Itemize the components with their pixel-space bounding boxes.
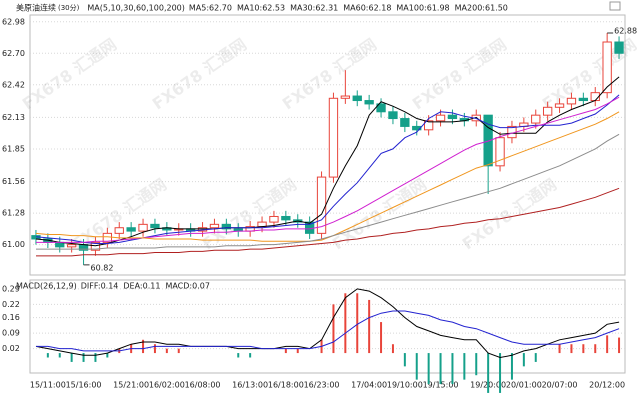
x-tick-label: 16/23:00 xyxy=(304,381,340,390)
candle-body xyxy=(328,97,339,178)
candle-body xyxy=(566,97,577,105)
candle-body xyxy=(614,41,624,54)
x-tick-label: 19/10:00 xyxy=(387,381,423,390)
x-tick-label: 15/11:00 xyxy=(30,381,66,390)
candle-body xyxy=(531,114,541,124)
candle-body xyxy=(340,95,351,99)
y-tick-label: 0.16 xyxy=(2,313,20,322)
legend-entry: MA60:62.18 xyxy=(343,4,391,13)
y-tick-label: 0.22 xyxy=(2,300,20,309)
x-tick-label: 16/13:00 xyxy=(232,381,268,390)
y-tick-label: 0.02 xyxy=(2,344,20,353)
legend-entry: DIFF:0.14 xyxy=(81,282,119,291)
candle-body xyxy=(400,118,410,127)
y-tick-label: 62.13 xyxy=(2,113,25,122)
candle-body xyxy=(364,100,374,105)
main-frame xyxy=(29,14,626,276)
legend-entry: MACD:0.07 xyxy=(165,282,210,291)
y-tick-label: 62.70 xyxy=(2,49,25,58)
x-tick-label: 16/02:00 xyxy=(149,381,185,390)
candle-body xyxy=(495,137,505,167)
candle-body xyxy=(352,95,362,102)
macd-line xyxy=(36,310,620,352)
candle-body xyxy=(209,223,220,229)
ma-line xyxy=(36,133,620,250)
macd-frame xyxy=(29,279,626,374)
candle-body xyxy=(388,111,398,120)
candle-body xyxy=(602,41,612,94)
candle-body xyxy=(542,106,553,116)
candle-body xyxy=(138,223,148,232)
chart-subtitle: (30分) xyxy=(58,3,80,12)
candle-body xyxy=(90,241,101,251)
candle-body xyxy=(483,114,493,167)
ma-line xyxy=(35,76,620,247)
x-tick-label: 20/12:00 xyxy=(589,381,625,390)
candle-body xyxy=(269,215,279,223)
x-tick-label: 15/16:00 xyxy=(66,381,102,390)
candle-body xyxy=(126,227,136,232)
candle-body xyxy=(66,244,77,248)
candle-body xyxy=(102,232,113,243)
candle-body xyxy=(281,215,291,221)
y-tick-label: 62.42 xyxy=(2,80,25,89)
x-tick-label: 20/07:00 xyxy=(542,381,578,390)
ma-line xyxy=(36,96,620,243)
legend-entry: MA30:62.31 xyxy=(290,4,338,13)
indicator: MA(5,10,30,60,100,200) xyxy=(87,4,185,13)
y-tick-label: 0.29 xyxy=(2,284,20,293)
y-tick-label: 61.56 xyxy=(2,177,25,186)
x-tick-label: 15/21:00 xyxy=(113,381,149,390)
y-tick-label: 61.28 xyxy=(2,209,25,218)
legend-entry: MA10:62.53 xyxy=(237,4,285,13)
x-tick-label: 20/01:00 xyxy=(506,381,542,390)
ma-line xyxy=(35,111,620,242)
y-tick-label: 61.85 xyxy=(2,144,25,153)
candle-body xyxy=(316,176,327,234)
ma-line xyxy=(36,187,620,257)
macd-line xyxy=(35,288,620,359)
annotation: 60.82 xyxy=(91,263,114,272)
y-tick-label: 62.98 xyxy=(2,17,25,26)
ma-line xyxy=(35,94,620,244)
candle-body xyxy=(554,103,565,108)
annotation: 62.88 xyxy=(614,27,637,36)
legend-entry: MA200:61.50 xyxy=(455,4,508,13)
candle-body xyxy=(221,223,232,230)
candle-body xyxy=(150,223,160,229)
legend-entry: MA100:61.98 xyxy=(396,4,449,13)
x-tick-label: 16/08:00 xyxy=(185,381,221,390)
y-tick-label: 0.09 xyxy=(2,329,20,338)
chart-title: 美原油连续 xyxy=(16,3,56,13)
candle-body xyxy=(376,103,386,113)
candle-body xyxy=(423,120,434,131)
candle-body xyxy=(447,114,458,120)
candle-body xyxy=(435,114,446,122)
x-tick-label: 19/15:00 xyxy=(423,381,459,390)
macd-title: MACD(26,12,9) xyxy=(16,282,77,291)
candle-body xyxy=(578,97,589,102)
icon xyxy=(609,1,621,11)
legend-entry: MA5:62.70 xyxy=(189,4,232,13)
candle-body xyxy=(114,227,124,234)
legend-entry: DEA:0.11 xyxy=(123,282,160,291)
x-tick-label: 17/04:00 xyxy=(351,381,387,390)
x-tick-label: 16/18:00 xyxy=(268,381,304,390)
y-tick-label: 61.00 xyxy=(2,240,25,249)
